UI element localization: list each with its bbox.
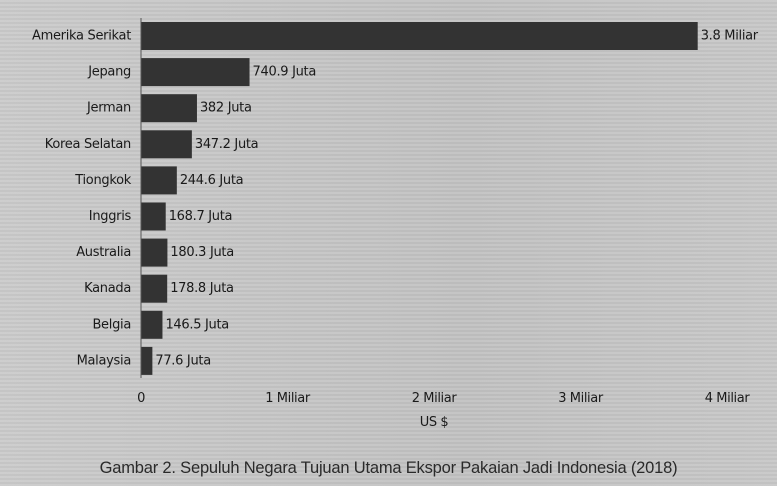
data-label: 168.7 Juta [169,209,233,224]
category-label: Belgia [92,317,131,332]
data-label: 146.5 Juta [165,317,229,332]
data-label: 77.6 Juta [155,353,211,368]
data-label: 178.8 Juta [170,281,234,296]
figure-caption: Gambar 2. Sepuluh Negara Tujuan Utama Ek… [99,459,678,477]
x-tick-label: 0 [137,391,145,406]
x-tick-label: 3 Miliar [558,391,604,406]
x-tick-label: 1 Miliar [265,391,311,406]
x-tick-label: 2 Miliar [412,391,458,406]
bar [141,58,250,87]
category-label: Jepang [87,65,131,80]
category-label: Jerman [86,101,131,116]
data-label: 740.9 Juta [253,65,317,80]
bar [141,238,168,267]
bar [141,22,698,50]
bar [141,166,177,195]
data-label: 382 Juta [200,101,252,116]
category-label: Tiongkok [74,173,132,188]
bar [141,94,197,123]
data-label: 180.3 Juta [170,245,234,260]
category-label: Malaysia [77,353,131,368]
bar [141,130,192,159]
category-label: Inggris [89,209,132,224]
category-label: Korea Selatan [45,137,131,152]
bar [141,202,166,231]
x-tick-label: 4 Miliar [705,391,751,406]
x-axis-label: US $ [420,415,449,430]
category-label: Australia [76,245,131,260]
data-label: 347.2 Juta [195,137,259,152]
data-label: 3.8 Miliar [701,29,759,44]
category-label: Amerika Serikat [32,29,131,44]
category-label: Kanada [84,281,131,296]
bar [141,310,163,339]
bar [141,346,153,375]
bar [141,274,168,303]
data-label: 244.6 Juta [180,173,244,188]
